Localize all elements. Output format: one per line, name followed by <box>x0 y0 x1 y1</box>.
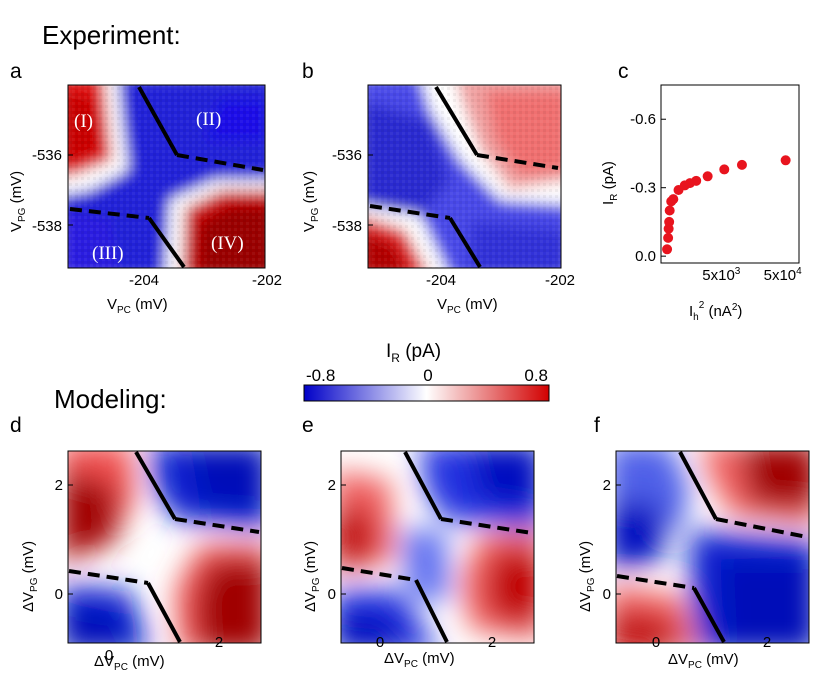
panel-label-f: f <box>594 414 600 437</box>
panel-b-ytick-536: -536 <box>332 147 362 164</box>
panel-e-heatmap <box>340 450 535 644</box>
panel-label-d: d <box>10 414 22 437</box>
panel-label-c: c <box>618 60 629 83</box>
panel-a-ytick-538: -538 <box>32 218 62 235</box>
panel-d-heatmap <box>67 450 262 644</box>
panel-c-data-point <box>719 164 730 175</box>
panel-b-xtick-204: -204 <box>426 272 456 289</box>
colorbar-max-label: 0.8 <box>524 366 548 385</box>
panel-c-frame <box>660 84 800 264</box>
panel-e-xtick-0: 0 <box>376 634 384 651</box>
panel-e-ylabel: ΔVPG (mV) <box>302 541 322 612</box>
region-label-III: (III) <box>92 243 124 264</box>
panel-b-xlabel: VPC (mV) <box>437 296 498 316</box>
panel-c-ytick-label: -0.3 <box>630 180 656 197</box>
panel-a-ylabel: VPG (mV) <box>8 171 28 232</box>
panel-label-e: e <box>302 414 314 437</box>
panel-c-data-point <box>664 205 675 216</box>
panel-c-scatter: -0.6 -0.3 0.0 5x103 5x104 <box>630 84 803 284</box>
panel-b-ytick-538: -538 <box>332 218 362 235</box>
panel-a-xlabel: VPC (mV) <box>107 296 168 316</box>
panel-e-ytick-2: 2 <box>328 477 336 494</box>
panel-a-xtick-202: -202 <box>252 272 282 289</box>
region-label-II: (II) <box>196 109 221 130</box>
panel-c-ylabel: IR (pA) <box>600 161 620 205</box>
panel-a-xtick-204: -204 <box>129 272 159 289</box>
experiment-section-title: Experiment: <box>42 20 181 50</box>
panel-c-data-point <box>662 244 673 255</box>
colorbar-min-label: -0.8 <box>306 366 335 385</box>
panel-c-data-point <box>691 175 702 186</box>
panel-f-heatmap <box>615 450 810 644</box>
panel-b-ylabel: VPG (mV) <box>301 171 321 232</box>
panel-f-ytick-0: 0 <box>603 586 611 603</box>
panel-d-ytick-2: 2 <box>55 477 63 494</box>
panel-e-xtick-2: 2 <box>488 634 496 651</box>
panel-c-data-point <box>663 232 674 243</box>
panel-c-xtick-label: 5x104 <box>764 266 803 284</box>
panel-c-data-point <box>736 159 747 170</box>
panel-c-data-point <box>664 216 675 227</box>
panel-d-ylabel: ΔVPG (mV) <box>20 541 40 612</box>
panel-c-ytick-label: 0.0 <box>635 248 656 265</box>
panel-c-data-point <box>668 194 679 205</box>
region-label-IV: (IV) <box>211 233 244 254</box>
panel-c-ytick-label: -0.6 <box>630 111 656 128</box>
panel-c-data-point <box>702 171 713 182</box>
panel-d-ytick-0: 0 <box>55 586 63 603</box>
panel-a-ytick-536: -536 <box>32 147 62 164</box>
colorbar <box>303 384 550 402</box>
panel-d-xlabel: ΔVPC (mV) <box>94 653 165 673</box>
colorbar-label: IR (pA) <box>386 341 441 365</box>
panel-label-a: a <box>10 60 22 83</box>
panel-e-ytick-0: 0 <box>328 586 336 603</box>
panel-b-xtick-202: -202 <box>545 272 575 289</box>
region-label-I: (I) <box>74 111 93 132</box>
modeling-section-title: Modeling: <box>54 384 167 414</box>
panel-d-xtick-0: 0 <box>105 647 113 664</box>
panel-f-xtick-2: 2 <box>763 634 771 651</box>
panel-f-ytick-2: 2 <box>603 477 611 494</box>
colorbar-mid-label: 0 <box>423 366 432 385</box>
panel-c-xlabel: Ih2 (nA2) <box>689 300 742 323</box>
panel-label-b: b <box>302 60 314 83</box>
panel-f-xlabel: ΔVPC (mV) <box>668 651 739 671</box>
panel-d-xtick-2: 2 <box>215 634 223 651</box>
panel-b-heatmap <box>367 84 562 269</box>
panel-e-xlabel: ΔVPC (mV) <box>384 650 455 670</box>
panel-a-heatmap: (I) (II) (III) (IV) <box>67 84 266 269</box>
panel-c-xtick-label: 5x103 <box>702 266 741 284</box>
panel-f-xtick-0: 0 <box>652 634 660 651</box>
panel-f-ylabel: ΔVPG (mV) <box>577 541 597 612</box>
panel-c-data-point <box>780 155 791 166</box>
